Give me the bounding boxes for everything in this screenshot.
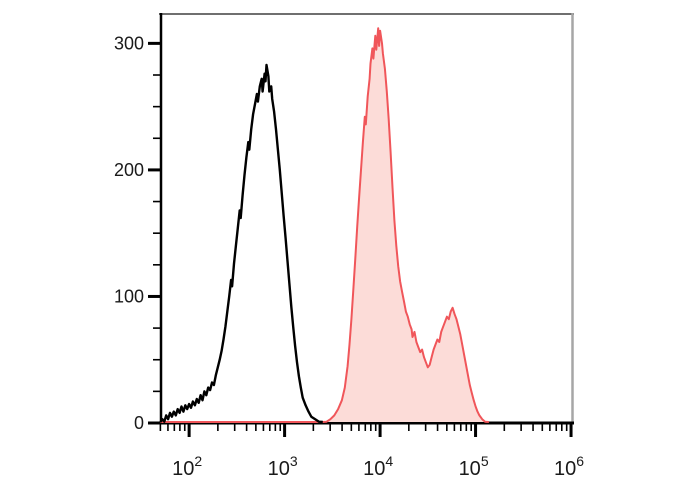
- y-axis-tick-label: 0: [134, 413, 144, 433]
- y-axis-tick-label: 200: [114, 160, 144, 180]
- y-axis-tick-label: 300: [114, 33, 144, 53]
- red-histogram-curve: [160, 27, 489, 423]
- x-axis-tick-label: 103: [268, 453, 298, 480]
- black-histogram-curve: [159, 63, 323, 424]
- red-histogram-fill: [160, 28, 489, 422]
- x-axis-tick-label: 102: [172, 453, 202, 480]
- x-axis-tick-label: 106: [554, 453, 584, 480]
- x-axis-tick-label: 105: [459, 453, 489, 480]
- y-axis-tick-label: 100: [114, 286, 144, 306]
- x-axis-tick-label: 104: [363, 453, 393, 480]
